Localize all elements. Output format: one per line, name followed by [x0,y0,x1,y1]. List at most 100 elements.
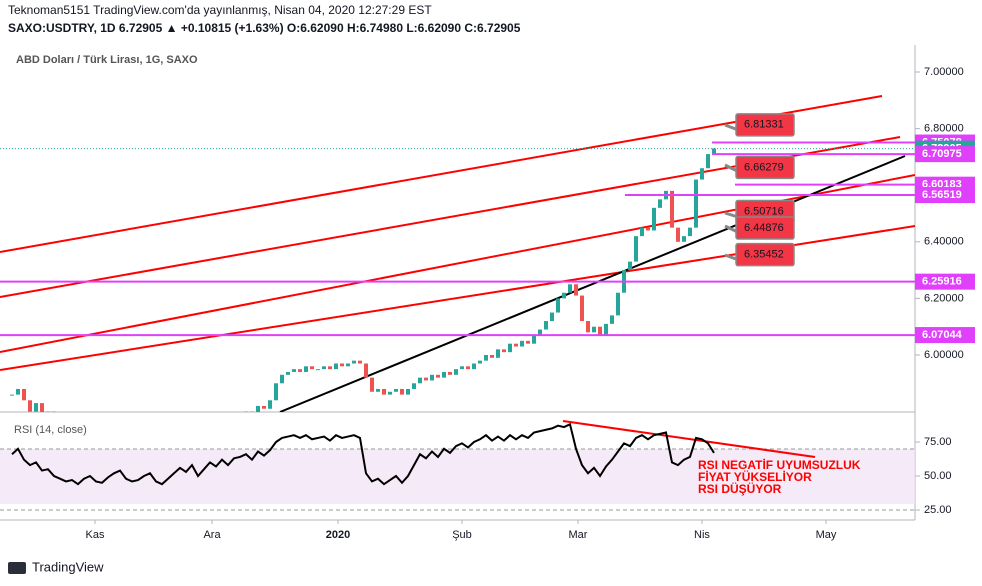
callout-label: 6.66279 [744,161,784,173]
annotation: FİYAT YÜKSELİYOR [698,469,812,484]
header-line1: Teknoman5151 TradingView.com'da yayınlan… [8,3,432,17]
candle [502,349,506,353]
annotation: RSI NEGATİF UYUMSUZLUK [698,457,861,472]
candle [274,383,278,401]
callout-label: 6.35452 [744,249,784,261]
rsi-legend: RSI (14, close) [14,424,87,436]
candle [250,411,254,412]
candle [712,148,716,155]
candle [16,388,20,395]
rsi-tick-label: 25.00 [924,504,952,516]
price-label: 6.70975 [922,148,962,160]
candle [484,355,488,361]
candles [10,148,716,412]
price-tick-label: 6.80000 [924,123,964,135]
price-tick-label: 7.00000 [924,66,964,78]
time-label: Kas [86,529,105,541]
candle [610,315,614,324]
candle [628,261,632,271]
time-label: 2020 [326,529,350,541]
candle [706,154,710,169]
candle [418,377,422,384]
candle [574,284,578,296]
candle [256,405,260,412]
candle [466,366,470,370]
candle [544,321,548,330]
candle [424,377,428,381]
divergence-line [562,420,816,458]
candle [328,366,332,370]
candle [472,363,476,370]
candle [682,236,686,242]
price-label-bg [915,146,975,163]
candle [316,369,320,371]
candle [670,190,674,228]
candle [292,369,296,372]
price-tick-label: 6.20000 [924,292,964,304]
candle [406,388,410,395]
candle [646,227,650,231]
candle [496,349,500,358]
candle [604,323,608,336]
price-tick-label: 6.00000 [924,349,964,361]
legend: ABD Doları / Türk Lirası, 1G, SAXO [16,54,198,66]
candle [268,400,272,409]
candle [454,369,458,375]
candle [658,199,662,208]
candle [388,391,392,395]
candle [244,411,248,412]
rsi-line [11,422,715,486]
candle [28,400,32,412]
candle [262,405,266,409]
price-label-bg [915,187,975,204]
price-label: 6.56519 [922,189,962,201]
candle [652,207,656,231]
channel-line [0,95,883,253]
candle [280,374,284,384]
rsi-tick-label: 75.00 [924,436,952,448]
candle [538,329,542,336]
candle [442,371,446,378]
candle [490,355,494,358]
candle [430,374,434,381]
candle [40,403,44,412]
candle [346,363,350,367]
annotation: RSI DÜŞÜYOR [698,481,782,496]
header-line2: SAXO:USDTRY, 1D 6.72905 ▲ +0.10815 (+1.6… [8,21,521,35]
candle [634,236,638,262]
candle [616,292,620,316]
price-tick-label: 6.40000 [924,236,964,248]
candle [358,360,362,364]
time-label: Ara [203,529,221,541]
candle [448,371,452,375]
brand: TradingView [32,559,104,574]
candle [508,343,512,353]
candle [364,363,368,378]
candle [436,374,440,378]
time-label: Şub [452,529,472,541]
candle [532,335,536,344]
candle [568,284,572,293]
candle [592,326,596,333]
candle [286,371,290,375]
candle [322,366,326,370]
candle [10,394,14,396]
candle [694,179,698,228]
candle [460,366,464,370]
price-label: 6.25916 [922,276,962,288]
candle [400,388,404,395]
candle [376,388,380,392]
candle [304,366,308,372]
price-label-bg [915,273,975,290]
time-label: Nis [694,529,710,541]
candle [22,388,26,401]
candle [700,168,704,180]
candle [334,363,338,370]
candle [352,360,356,364]
candle [580,295,584,322]
candle [298,369,302,372]
candle [514,343,518,347]
callout-label: 6.81331 [744,119,784,131]
candle [598,326,602,336]
